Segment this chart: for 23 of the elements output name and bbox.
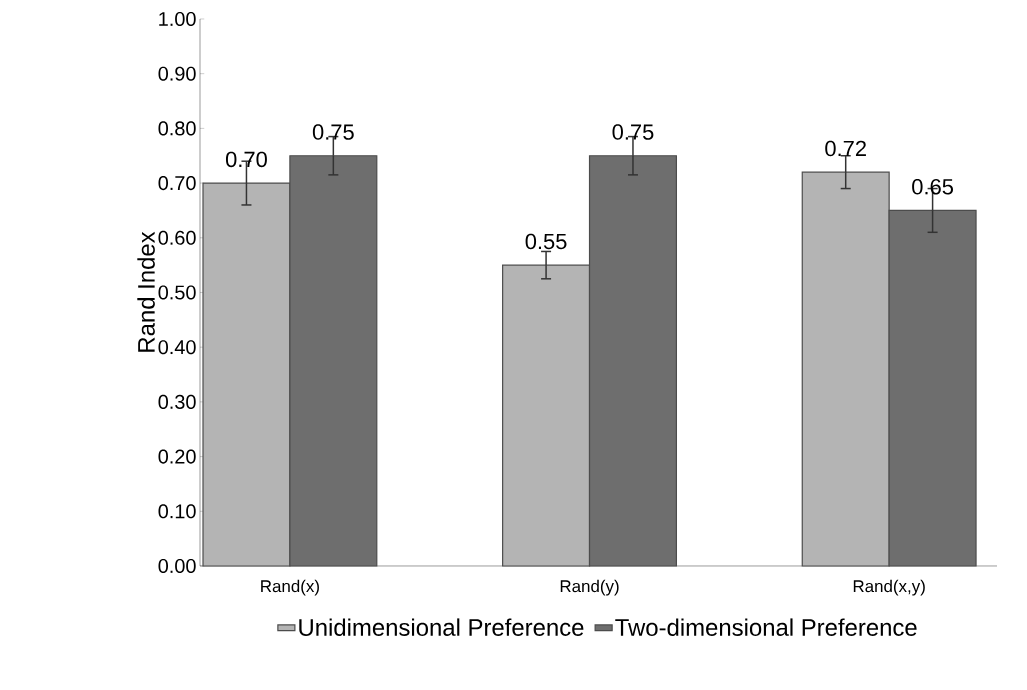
y-tick-label: 0.00	[158, 558, 196, 574]
y-tick-label: 0.60	[158, 230, 196, 245]
y-tick-label: 0.20	[158, 449, 196, 464]
y-tick-label: 0.70	[158, 176, 196, 191]
data-label: 0.55	[525, 233, 567, 250]
x-tick-label: Rand(x)	[261, 579, 319, 596]
y-tick-label: 0.50	[158, 285, 196, 300]
legend-label: Unidimensional Preference	[299, 618, 584, 636]
x-tick-label: Rand(y)	[560, 579, 619, 596]
y-tick-label: 0.90	[158, 66, 196, 81]
data-label: 0.75	[312, 124, 354, 140]
y-tick-label: 0.40	[158, 340, 196, 355]
y-tick-label: 0.10	[158, 504, 196, 519]
data-label: 0.72	[825, 140, 866, 157]
y-tick-label: 0.30	[158, 394, 196, 409]
y-tick-label: 0.80	[158, 121, 196, 136]
data-label: 0.65	[912, 178, 953, 195]
data-label: 0.75	[612, 124, 654, 140]
legend-label: Two-dimensional Preference	[615, 618, 917, 636]
data-label: 0.70	[225, 151, 267, 168]
y-tick-label: 1.00	[159, 11, 196, 27]
x-tick-label: Rand(x,y)	[853, 579, 925, 596]
y-axis-title: Rand Index	[137, 231, 155, 352]
